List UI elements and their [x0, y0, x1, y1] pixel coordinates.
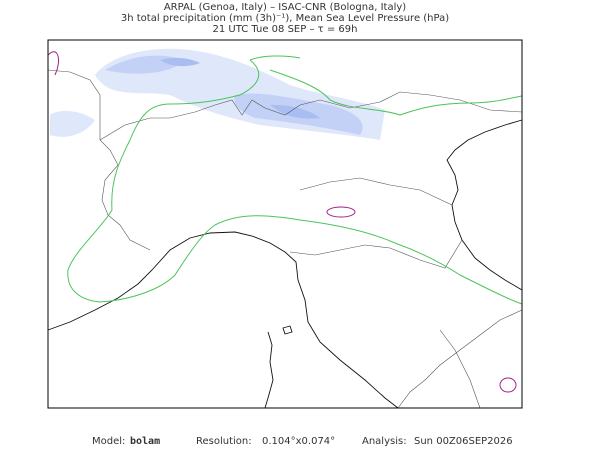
isobar [67, 59, 523, 305]
footer-value: 0.104°x0.074° [262, 436, 335, 447]
precip-contour [47, 51, 59, 76]
header-line: 21 UTC Tue 08 SEP – τ = 69h [213, 24, 358, 35]
precip-contour [326, 206, 356, 218]
header-line: 3h total precipitation (mm (3h)⁻¹), Mean… [121, 13, 449, 24]
footer-value: bolam [130, 436, 160, 447]
header-line: ARPAL (Genoa, Italy) – ISAC-CNR (Bologna… [164, 2, 406, 13]
footer-label: Resolution: [196, 436, 252, 447]
footer-value: Sun 00Z06SEP2026 [414, 436, 513, 447]
border [99, 139, 151, 251]
map-frame [47, 39, 523, 409]
coastline [47, 231, 399, 409]
coastline [446, 119, 523, 291]
border [99, 91, 523, 141]
border [299, 177, 453, 206]
isobar [249, 55, 301, 61]
precipitation [50, 48, 385, 140]
coastline [264, 331, 274, 409]
island [282, 325, 293, 335]
precip-contour [499, 377, 517, 393]
border [289, 239, 463, 269]
border [47, 69, 101, 140]
footer-label: Analysis: [362, 436, 407, 447]
map [47, 39, 523, 409]
footer-label: Model: [92, 436, 125, 447]
isobar [269, 69, 523, 116]
border [439, 329, 481, 409]
border [397, 309, 523, 409]
